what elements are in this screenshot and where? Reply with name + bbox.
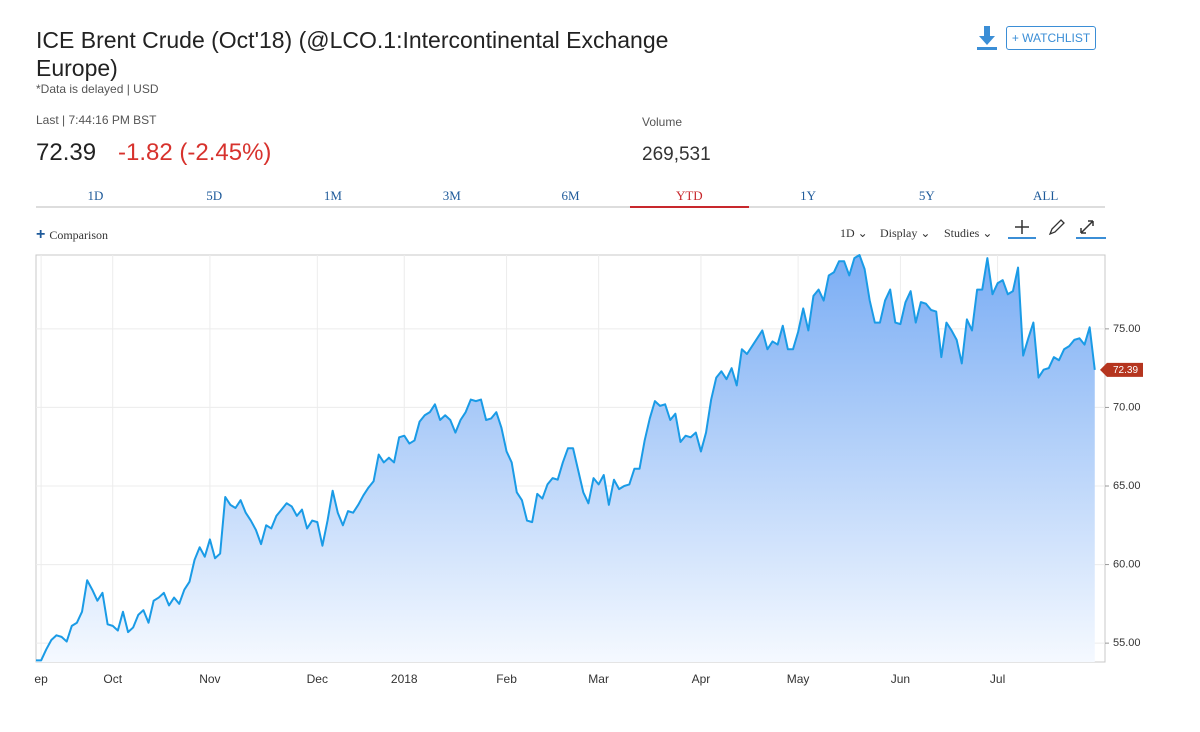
studies-label: Studies: [944, 226, 980, 240]
chart-tools: [1008, 219, 1106, 239]
range-tab[interactable]: 6M: [561, 188, 580, 203]
download-icon[interactable]: [976, 26, 998, 50]
x-tick-label: Jun: [891, 672, 910, 686]
comparison-label: Comparison: [49, 228, 109, 242]
x-tick-label: Feb: [496, 672, 517, 686]
last-price-badge: [1100, 362, 1143, 377]
x-tick-label: Jul: [990, 672, 1005, 686]
y-tick-label: 75.00: [1113, 323, 1141, 335]
watchlist-button[interactable]: + WATCHLIST: [1006, 26, 1096, 50]
x-tick-label: Mar: [588, 672, 609, 686]
interval-menu[interactable]: 1D ⌄: [840, 226, 868, 240]
volume-label: Volume: [642, 115, 683, 129]
range-tab[interactable]: 3M: [442, 188, 461, 203]
x-tick-label: Dec: [307, 672, 328, 686]
last-price: 72.39: [36, 139, 97, 166]
range-tab[interactable]: 1M: [323, 188, 342, 203]
range-tab[interactable]: 1Y: [800, 188, 817, 203]
studies-menu[interactable]: Studies ⌄: [944, 226, 993, 240]
draw-tool[interactable]: [1048, 219, 1065, 236]
price-line: [36, 254, 1096, 662]
y-tick-label: 60.00: [1113, 558, 1141, 570]
range-tab[interactable]: 5D: [206, 188, 223, 203]
x-tick-label: ep: [34, 672, 48, 686]
interval-label: 1D: [840, 226, 855, 240]
delay-note: *Data is delayed | USD: [36, 82, 159, 96]
price-change: -1.82 (-2.45%): [118, 139, 272, 166]
range-tab[interactable]: 1D: [87, 188, 104, 203]
y-tick-label: 65.00: [1113, 480, 1141, 492]
range-tab[interactable]: ALL: [1033, 188, 1059, 203]
x-tick-label: Nov: [199, 672, 220, 686]
area-fill: [36, 255, 1095, 662]
range-tabs: 1D 5D 1M 3M 6M YTD 1Y 5Y ALL: [36, 186, 1105, 208]
y-tick-label: 55.00: [1113, 637, 1141, 649]
x-tick-label: May: [787, 672, 810, 686]
last-price-label: 72.39: [1113, 365, 1138, 376]
display-label: Display: [880, 226, 918, 240]
crosshair-tool[interactable]: [1008, 220, 1036, 239]
x-tick-label: 2018: [391, 672, 418, 686]
display-menu[interactable]: Display ⌄: [880, 226, 931, 240]
comparison[interactable]: + Comparison: [36, 226, 109, 243]
expand-tool[interactable]: [1076, 220, 1106, 239]
range-tab[interactable]: YTD: [629, 186, 749, 208]
last-label: Last | 7:44:16 PM BST: [36, 113, 157, 127]
volume: 269,531: [642, 144, 711, 165]
title: ICE Brent Crude (Oct'18) (@LCO.1:Interco…: [36, 27, 669, 81]
y-tick-label: 70.00: [1113, 401, 1141, 413]
range-tab[interactable]: 5Y: [918, 188, 935, 203]
x-tick-label: Apr: [692, 672, 711, 686]
x-tick-label: Oct: [103, 672, 122, 686]
